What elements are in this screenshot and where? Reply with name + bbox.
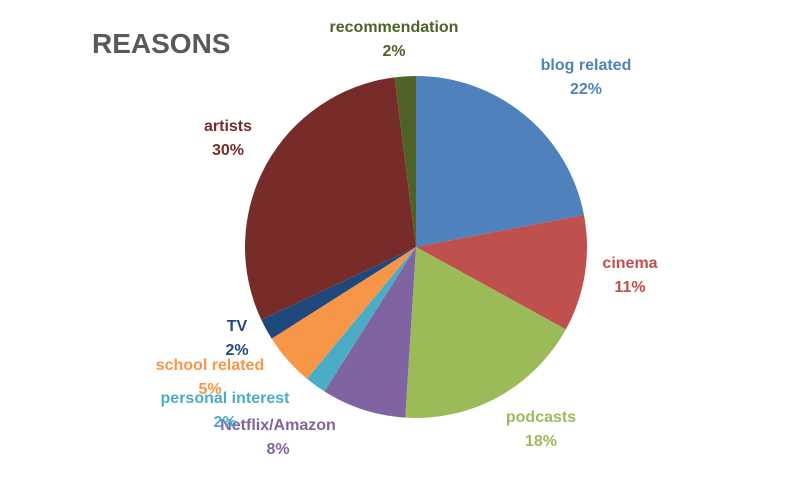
slice-category-label: recommendation — [330, 19, 459, 36]
slice-category-label: artists — [204, 118, 252, 135]
pie-slice-tv — [261, 247, 416, 339]
slice-percent-label: 2% — [213, 414, 236, 431]
pie-slice-netflix-amazon — [324, 247, 416, 418]
slice-percent-label: 22% — [570, 81, 602, 98]
slice-category-label: Netflix/Amazon — [220, 417, 336, 434]
pie-slices — [244, 76, 587, 418]
pie-slice-recommendation — [394, 76, 416, 247]
slice-category-label: personal interest — [161, 390, 291, 407]
slice-percent-label: 11% — [614, 279, 645, 296]
pie-slice-blog-related — [416, 76, 584, 247]
pie-slice-cinema — [416, 214, 587, 330]
slice-category-label: school related — [156, 357, 264, 374]
pie-labels: blog related 22% cinema 11% podcasts 18% Netfl… — [156, 19, 658, 458]
slice-percent-label: 2% — [382, 43, 405, 60]
pie-slice-personal-interest — [307, 247, 416, 392]
pie-slice-school-related — [271, 247, 416, 379]
slice-category-label: blog related — [541, 57, 632, 74]
slice-percent-label: 30% — [212, 142, 244, 159]
slice-percent-label: 2% — [225, 342, 248, 359]
slice-percent-label: 5% — [198, 381, 221, 398]
slice-percent-label: 18% — [525, 433, 557, 450]
slice-percent-label: 8% — [266, 441, 289, 458]
slice-category-label: TV — [227, 318, 248, 335]
chart-title: REASONS — [92, 28, 231, 59]
pie-slice-artists — [244, 77, 416, 320]
pie-slice-podcasts — [405, 247, 566, 418]
slice-category-label: cinema — [602, 255, 657, 272]
slice-category-label: podcasts — [506, 409, 576, 426]
